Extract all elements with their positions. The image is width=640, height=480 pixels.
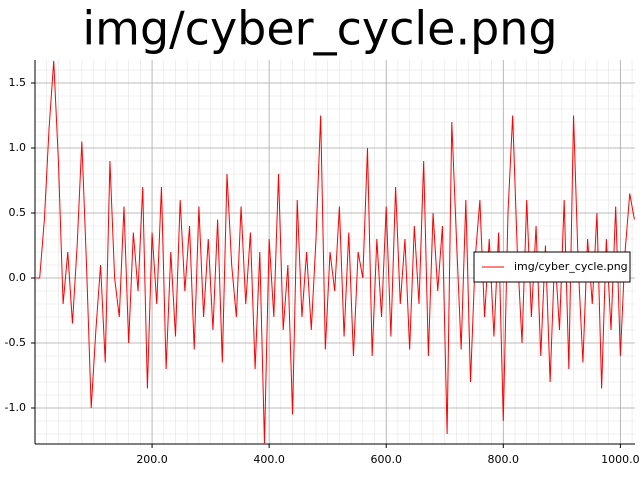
y-tick-label: 0.5 — [9, 206, 27, 219]
y-tick-label: -0.5 — [5, 336, 26, 349]
chart-title: img/cyber_cycle.png — [82, 2, 557, 56]
x-tick-label: 800.0 — [488, 453, 520, 466]
x-tick-label: 200.0 — [136, 453, 168, 466]
x-tick-label: 1000.0 — [601, 453, 640, 466]
y-tick-label: 0.0 — [9, 271, 27, 284]
x-tick-label: 400.0 — [253, 453, 285, 466]
y-tick-label: -1.0 — [5, 401, 26, 414]
y-tick-label: 1.5 — [9, 76, 27, 89]
legend-label: img/cyber_cycle.png — [514, 260, 628, 273]
y-tick-label: 1.0 — [9, 141, 27, 154]
x-tick-label: 600.0 — [370, 453, 402, 466]
